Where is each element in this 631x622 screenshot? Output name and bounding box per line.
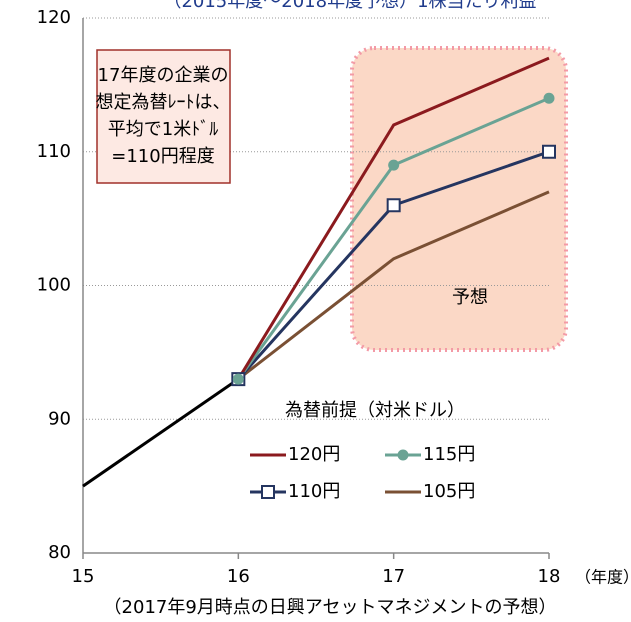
marker (543, 92, 555, 104)
legend-marker (397, 449, 409, 461)
x-tick-label: 17 (382, 566, 405, 587)
footnote: （2017年9月時点の日興アセットマネジメントの予想） (104, 597, 557, 618)
series-line (237, 190, 550, 381)
marker (232, 373, 244, 385)
y-tick-label: 100 (37, 275, 71, 296)
forecast-label: 予想 (452, 287, 488, 308)
forecast-area (350, 46, 568, 352)
annotation-line: 17年度の企業の (98, 65, 229, 86)
legend-marker (261, 485, 275, 499)
legend-label: 105円 (423, 481, 475, 502)
chart-title: （2015年度～2018年度予想）1株当たり利益 (163, 0, 536, 12)
series-line (82, 377, 240, 488)
legend-title: 為替前提（対米ドル） (285, 400, 465, 421)
legend-label: 115円 (423, 444, 475, 465)
x-tick-label: 18 (538, 566, 561, 587)
y-tick-label: 80 (48, 542, 71, 563)
x-unit: （年度） (575, 568, 631, 587)
legend-label: 120円 (288, 444, 340, 465)
x-tick-label: 15 (72, 566, 95, 587)
annotation-line: 平均で1米ﾄﾞﾙ (108, 119, 218, 140)
y-tick-label: 120 (37, 7, 71, 28)
x-tick-label: 16 (227, 566, 250, 587)
legend-label: 110円 (288, 481, 340, 502)
series-line (237, 56, 550, 380)
annotation-line: =110円程度 (111, 146, 214, 167)
marker (388, 159, 400, 171)
annotation-box (96, 49, 231, 184)
marker (542, 144, 556, 159)
annotation-line: 想定為替ﾚｰﾄは、 (96, 92, 231, 113)
plot (82, 17, 556, 559)
marker (386, 198, 401, 213)
y-tick-label: 90 (48, 408, 71, 429)
y-tick-label: 110 (37, 141, 71, 162)
legend: 120円 115円 110円 105円 (250, 444, 475, 502)
